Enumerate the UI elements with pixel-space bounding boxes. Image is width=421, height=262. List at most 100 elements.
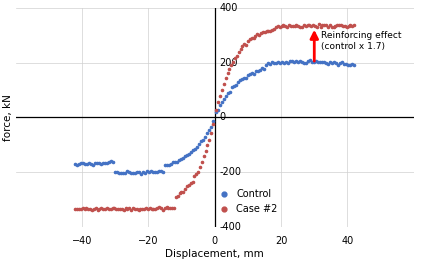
Case #2 [334,23,341,27]
Case #2 [226,67,233,72]
Case #2 [321,23,328,27]
Control [313,58,320,63]
Case #2 [343,24,350,29]
Case #2 [271,27,277,31]
Case #2 [182,187,189,191]
Case #2 [215,100,221,104]
Case #2 [178,190,185,194]
Case #2 [130,206,136,210]
Control [259,66,266,70]
Control [261,67,268,71]
Control [315,60,322,64]
Case #2 [208,131,215,135]
Control [160,170,166,174]
Control [132,171,139,175]
Text: -200: -200 [220,167,242,177]
Control [333,61,339,66]
Control [277,61,284,65]
Case #2 [94,208,101,212]
Control [347,63,354,67]
Control [186,151,192,156]
Case #2 [109,206,116,210]
Case #2 [235,50,242,54]
Case #2 [118,207,125,211]
Control [136,170,143,174]
Control [257,68,264,73]
Control [255,69,262,73]
Case #2 [241,42,248,46]
Case #2 [157,206,164,210]
Case #2 [298,25,305,29]
Control [106,160,112,164]
Case #2 [323,23,330,28]
Case #2 [278,24,285,29]
Case #2 [113,207,120,211]
Case #2 [328,25,335,29]
Control [142,171,149,175]
Control [263,62,269,67]
Control [112,170,119,174]
Control [253,68,260,73]
Case #2 [224,71,231,75]
Case #2 [276,25,283,29]
Case #2 [254,31,261,36]
Case #2 [100,207,107,211]
Case #2 [152,206,159,211]
Case #2 [312,24,318,28]
Control [82,162,89,166]
Case #2 [154,206,160,210]
Control [94,161,101,165]
Control [227,90,234,94]
Case #2 [210,122,216,126]
Case #2 [92,206,99,210]
Case #2 [317,25,324,29]
Case #2 [160,208,166,212]
Case #2 [128,208,135,212]
Case #2 [184,184,190,188]
Control [303,61,309,65]
Case #2 [213,108,220,112]
Case #2 [195,170,202,174]
Control [138,172,144,176]
Control [279,59,285,64]
Case #2 [239,44,246,48]
Case #2 [351,23,357,27]
Case #2 [247,37,253,41]
Case #2 [256,33,263,37]
Control [281,61,288,66]
Case #2 [302,24,309,28]
Case #2 [202,149,209,154]
Case #2 [284,25,290,29]
Control [249,71,256,75]
Case #2 [258,31,264,35]
Case #2 [156,205,163,210]
Case #2 [174,194,181,198]
Case #2 [126,206,133,210]
Case #2 [347,23,354,27]
Control [110,160,117,164]
Control [96,161,103,165]
Case #2 [265,29,272,34]
Case #2 [89,208,96,212]
Case #2 [120,208,127,212]
Case #2 [259,29,266,34]
Case #2 [72,207,79,211]
Case #2 [111,206,118,210]
Control [283,60,290,64]
Control [325,62,331,66]
Case #2 [274,24,281,28]
Case #2 [330,25,337,29]
Case #2 [267,29,274,33]
Case #2 [325,25,331,29]
Case #2 [306,23,313,28]
Case #2 [173,194,179,199]
Case #2 [186,183,192,188]
Control [237,78,244,83]
Control [158,169,165,173]
Case #2 [327,23,333,27]
Control [154,170,160,174]
Case #2 [338,23,344,27]
Control [206,128,213,132]
Control [307,58,314,62]
Control [152,170,159,174]
